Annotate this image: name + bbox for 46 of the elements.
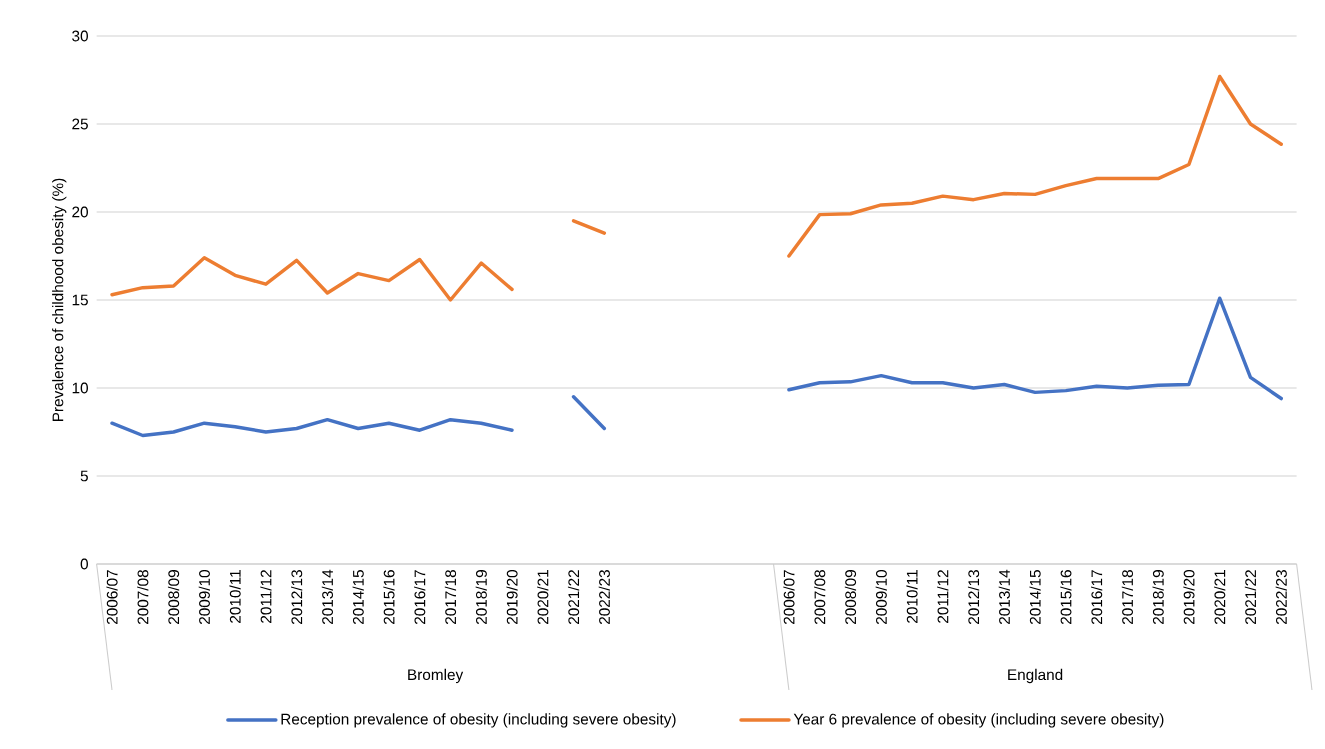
x-tick-label: 2009/10 — [198, 569, 210, 625]
legend-label: Year 6 prevalence of obesity (including severe obesity) — [793, 713, 1164, 728]
text: England — [1008, 668, 1063, 684]
x-tick-label: 2006/07 — [783, 570, 795, 625]
x-tick-label: 2006/07 — [106, 570, 118, 625]
x-tick-label: 2014/15 — [352, 570, 364, 625]
text: Bromley — [408, 668, 464, 684]
x-tick-label: 2016/17 — [1090, 570, 1103, 625]
x-tick-label: 2010/11 — [906, 570, 918, 623]
y-tick-label: 30 — [72, 30, 88, 42]
x-tick-label: 2019/20 — [506, 569, 518, 625]
x-tick-label: 2017/18 — [444, 570, 457, 625]
x-tick-label: 2007/08 — [137, 570, 149, 625]
x-tick-label: 2010/11 — [229, 570, 241, 623]
x-tick-label: 2012/13 — [291, 570, 303, 625]
x-tick-label: 2022/23 — [598, 570, 610, 625]
x-tick-label: 2019/20 — [1183, 569, 1195, 625]
x-tick-label: 2021/22 — [567, 570, 580, 625]
x-tick-label: 2020/21 — [1214, 570, 1226, 625]
x-tick-label: 2011/12 — [260, 570, 272, 623]
x-tick-label: 2008/09 — [844, 570, 857, 625]
x-tick-label: 2013/14 — [321, 569, 334, 625]
x-tick-label: 2015/16 — [383, 570, 395, 625]
x-tick-label: 2009/10 — [875, 569, 887, 625]
x-tick-label: 2016/17 — [414, 570, 426, 625]
y-axis-title: Prevalence of childhood obesity (%) — [52, 178, 67, 422]
y-tick-label: 0 — [80, 558, 88, 570]
y-tick-label: 20 — [72, 206, 88, 218]
x-tick-label: 2012/13 — [967, 570, 980, 625]
x-tick-label: 2020/21 — [537, 570, 549, 625]
x-tick-label: 2013/14 — [998, 569, 1010, 625]
x-tick-label: 2017/18 — [1121, 570, 1134, 625]
x-tick-label: 2018/19 — [1152, 570, 1164, 625]
y-tick-label: 10 — [72, 382, 88, 394]
y-tick-label: 15 — [72, 294, 88, 306]
legend-label: Reception prevalence of obesity (including severe obesity) — [281, 713, 676, 728]
x-tick-label: 2011/12 — [937, 570, 949, 623]
x-tick-label: 2008/09 — [167, 570, 180, 625]
y-tick-label: 25 — [72, 118, 88, 130]
x-tick-label: 2021/22 — [1244, 570, 1257, 625]
x-tick-label: 2015/16 — [1060, 570, 1072, 625]
x-tick-label: 2007/08 — [814, 570, 826, 625]
x-tick-label: 2018/19 — [475, 570, 487, 625]
y-tick-label: 5 — [80, 470, 88, 482]
x-tick-label: 2022/23 — [1275, 570, 1287, 625]
x-tick-label: 2014/15 — [1029, 570, 1041, 625]
